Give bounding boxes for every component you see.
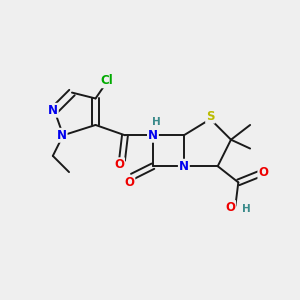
Text: O: O xyxy=(225,201,235,214)
Text: N: N xyxy=(179,160,189,173)
Text: H: H xyxy=(242,204,251,214)
Text: N: N xyxy=(57,129,67,142)
Text: N: N xyxy=(48,104,58,117)
Text: O: O xyxy=(124,176,134,189)
Text: O: O xyxy=(258,166,268,178)
Text: S: S xyxy=(206,110,214,123)
Text: H: H xyxy=(152,117,160,127)
Text: Cl: Cl xyxy=(100,74,113,87)
Text: N: N xyxy=(148,129,158,142)
Text: O: O xyxy=(114,158,124,171)
